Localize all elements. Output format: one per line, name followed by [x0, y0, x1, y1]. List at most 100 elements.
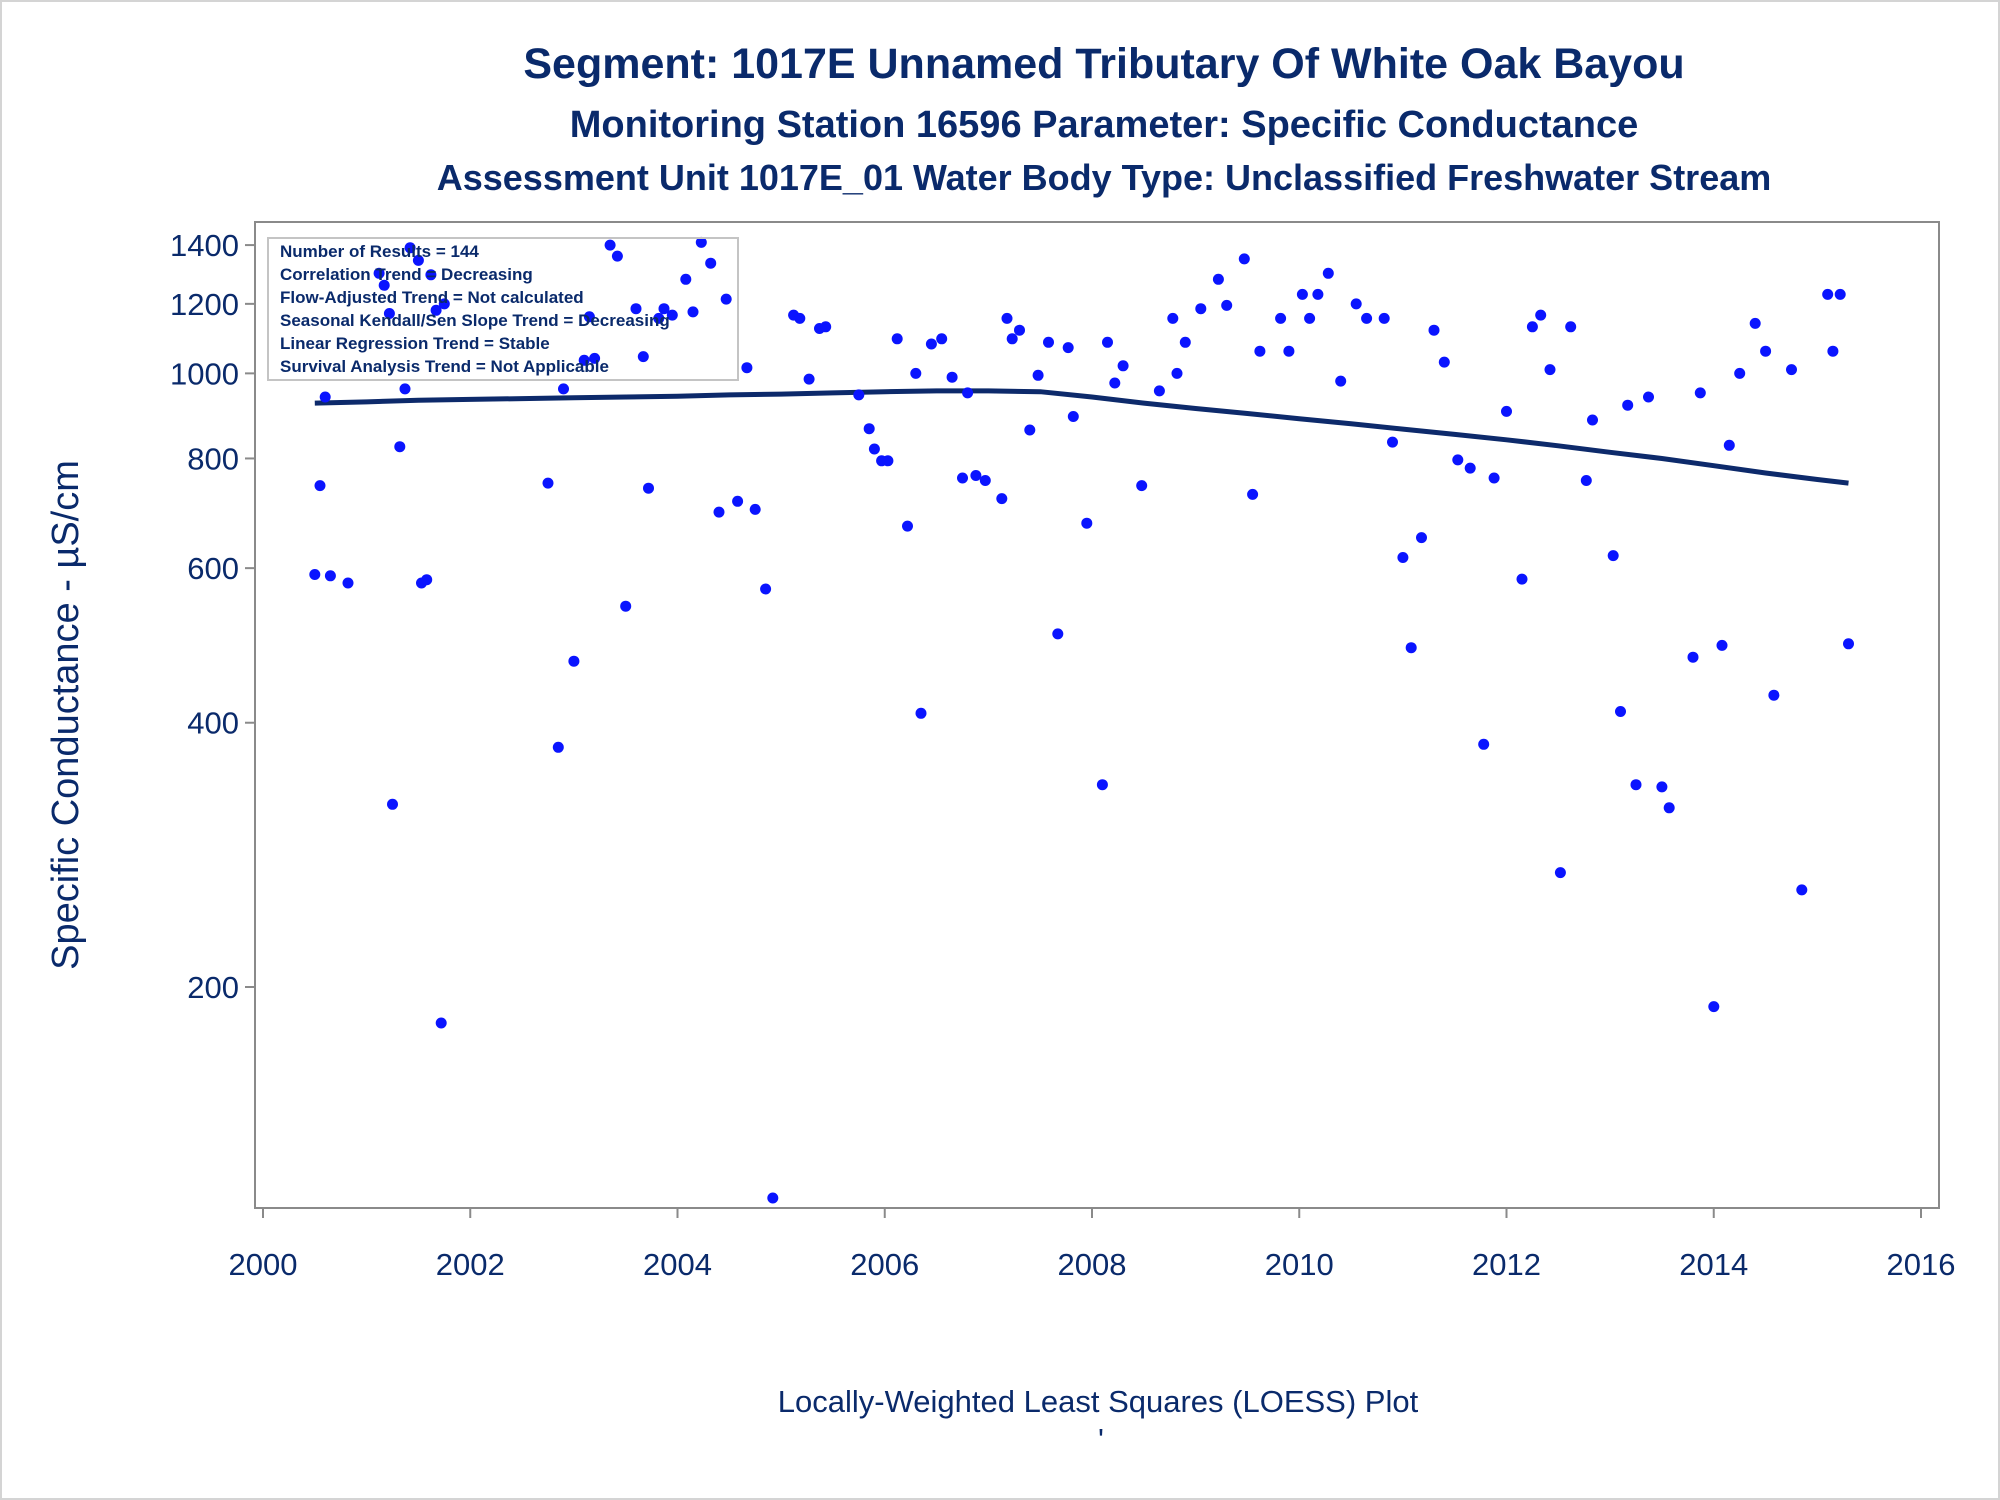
- data-point: [643, 482, 654, 494]
- y-tick-label: 600: [187, 551, 239, 586]
- y-axis-label: Specific Conductance - µS/cm: [45, 460, 87, 970]
- data-point: [1843, 638, 1854, 650]
- data-point: [658, 303, 670, 315]
- data-point: [394, 441, 406, 453]
- data-point: [882, 455, 894, 467]
- trend-legend: Number of Results = 144 Correlation Tren…: [267, 237, 739, 381]
- data-point: [1723, 439, 1735, 451]
- chart-title: Segment: 1017E Unnamed Tributary Of Whit…: [523, 40, 1684, 88]
- data-point: [1656, 781, 1668, 793]
- x-tick-label: 2012: [1472, 1247, 1541, 1282]
- x-tick-label: 2000: [229, 1247, 298, 1282]
- legend-line-correlation: Correlation Trend = Decreasing: [280, 265, 533, 284]
- data-point: [583, 311, 595, 323]
- data-point: [1136, 480, 1148, 492]
- data-point: [1397, 552, 1409, 563]
- data-point: [399, 383, 411, 395]
- data-point: [741, 362, 753, 374]
- x-tick-label: 2014: [1679, 1247, 1748, 1282]
- data-point: [383, 308, 395, 319]
- data-point: [1153, 385, 1165, 397]
- legend-line-flow-adjusted: Flow-Adjusted Trend = Not calculated: [280, 288, 584, 307]
- data-point: [1096, 779, 1108, 791]
- data-point: [1254, 345, 1266, 357]
- x-tick-label: 2016: [1887, 1247, 1956, 1282]
- data-point: [1322, 267, 1334, 279]
- data-point: [1768, 689, 1780, 701]
- legend-line-linear-regression: Linear Regression Trend = Stable: [280, 334, 550, 353]
- data-point: [1014, 324, 1025, 336]
- data-point: [1001, 312, 1013, 324]
- data-point: [1694, 387, 1706, 399]
- footnote-mark: ': [1098, 1422, 1104, 1457]
- data-point: [1350, 298, 1362, 310]
- data-point: [542, 477, 554, 489]
- data-point: [1416, 532, 1427, 544]
- data-point: [1335, 375, 1347, 387]
- chart-subtitle-assessment: Assessment Unit 1017E_01 Water Body Type…: [437, 157, 1772, 198]
- data-point: [637, 351, 649, 363]
- x-axis: 2000 2002 2004 2006 2008 2010 2012 2014 2016: [229, 1208, 1956, 1282]
- data-point: [1179, 336, 1191, 348]
- data-point: [1195, 303, 1207, 315]
- data-point: [309, 569, 321, 580]
- data-point: [1749, 317, 1761, 329]
- data-point: [915, 707, 927, 719]
- data-point: [868, 443, 880, 455]
- data-point: [957, 472, 968, 484]
- loess-curve-layer: [314, 388, 1849, 486]
- data-point: [1062, 342, 1074, 354]
- data-point: [1171, 367, 1183, 379]
- data-point: [680, 273, 692, 285]
- data-point: [552, 741, 564, 753]
- data-point: [387, 798, 398, 810]
- data-point: [435, 1017, 447, 1029]
- data-point: [1052, 628, 1064, 640]
- data-point: [1167, 312, 1179, 324]
- data-point: [1043, 336, 1054, 348]
- chart-footnote: Locally-Weighted Least Squares (LOESS) P…: [778, 1384, 1419, 1419]
- data-point: [936, 333, 948, 345]
- data-point: [319, 391, 331, 403]
- data-point: [1615, 706, 1626, 717]
- data-point: [1760, 345, 1772, 357]
- plot-area: [254, 221, 1940, 1209]
- data-point: [1643, 391, 1654, 403]
- data-point: [1438, 356, 1450, 368]
- data-point: [1834, 288, 1846, 300]
- data-point: [620, 600, 632, 612]
- data-point: [695, 236, 707, 248]
- data-point: [1796, 884, 1808, 896]
- data-point: [611, 250, 623, 262]
- data-point: [1565, 321, 1577, 333]
- x-tick-label: 2008: [1058, 1247, 1127, 1282]
- data-point: [1312, 288, 1324, 300]
- data-point: [1283, 345, 1295, 357]
- data-point: [342, 577, 354, 589]
- data-point: [666, 309, 678, 321]
- data-point: [1734, 367, 1746, 379]
- data-point: [324, 570, 336, 582]
- data-point: [568, 655, 580, 667]
- data-point: [962, 387, 974, 399]
- data-point: [1361, 312, 1373, 324]
- data-point: [910, 367, 922, 379]
- legend-line-survival: Survival Analysis Trend = Not Applicable: [280, 357, 609, 376]
- data-point: [1663, 802, 1675, 814]
- y-tick-label: 1200: [170, 287, 239, 322]
- data-point: [1544, 364, 1556, 376]
- data-point: [1526, 321, 1538, 333]
- data-point: [1716, 639, 1728, 651]
- data-point: [412, 254, 424, 266]
- data-point: [1607, 550, 1619, 562]
- data-point: [767, 1192, 779, 1204]
- data-point: [1212, 273, 1224, 285]
- data-point: [1516, 573, 1528, 585]
- data-point: [749, 503, 761, 515]
- data-point: [1296, 288, 1308, 300]
- data-point: [1405, 642, 1417, 654]
- data-point: [720, 293, 732, 305]
- data-point: [1109, 377, 1121, 389]
- data-point: [1452, 454, 1464, 466]
